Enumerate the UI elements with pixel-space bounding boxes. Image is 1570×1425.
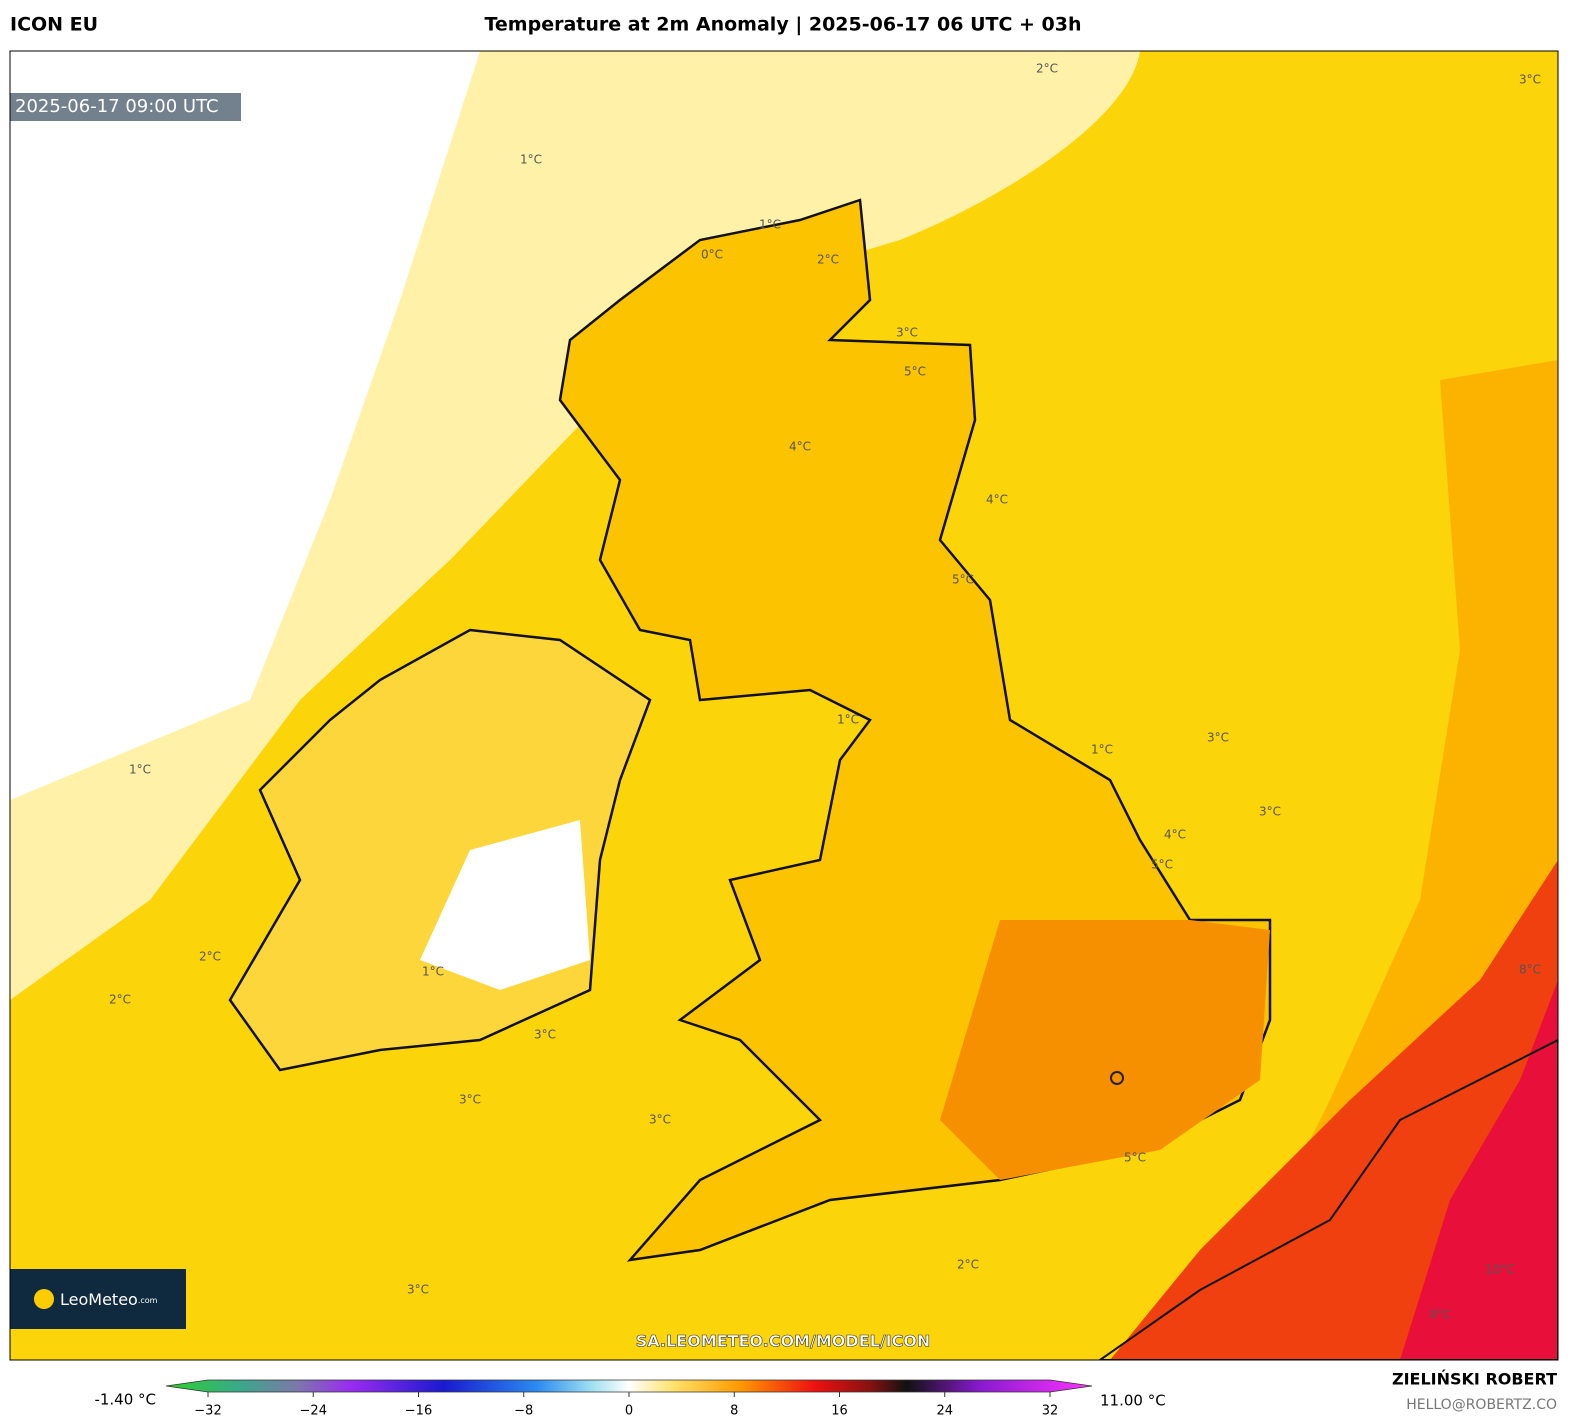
london xyxy=(1110,1071,1124,1085)
contour-label: 4°C xyxy=(789,440,811,454)
logo-name: LeoMeteo xyxy=(60,1290,138,1309)
colorbar-tick-label: 8 xyxy=(730,1404,738,1419)
colorbar-ramp xyxy=(165,1379,1093,1393)
email: HELLO@ROBERTZ.CO xyxy=(1406,1397,1557,1413)
map-title: Temperature at 2m Anomaly | 2025-06-17 0… xyxy=(484,14,1081,36)
contour-label: 1°C xyxy=(520,153,542,167)
contour-label: 2°C xyxy=(817,253,839,267)
contour-label: 8°C xyxy=(1519,963,1541,977)
contour-label: 2°C xyxy=(109,993,131,1007)
watermark: SA.LEOMETEO.COM/MODEL/ICON xyxy=(636,1332,931,1351)
author: ZIELIŃSKI ROBERT xyxy=(1392,1370,1557,1389)
logo-text: LeoMeteo.com xyxy=(60,1290,158,1309)
contour-label: 2°C xyxy=(199,950,221,964)
colorbar-tick-label: −24 xyxy=(300,1404,327,1419)
map: 2°C 3°C 1°C 1°C 0°C 2°C 3°C 5°C 4°C 4°C 5°C 1°C 1°C 3… xyxy=(10,51,1558,1360)
continent-coast xyxy=(1098,1038,1558,1360)
contour-label: 10°C xyxy=(1485,1263,1515,1277)
contour-label: 1°C xyxy=(422,965,444,979)
logo-sun xyxy=(34,1289,54,1309)
colorbar-tick-label: −8 xyxy=(514,1404,533,1419)
contour-label: 3°C xyxy=(649,1113,671,1127)
contour-label: 3°C xyxy=(1519,73,1541,87)
contour-label: 4°C xyxy=(986,493,1008,507)
contour-label: 1°C xyxy=(1091,743,1113,757)
contour-label: 2°C xyxy=(1036,62,1058,76)
contour-label: 5°C xyxy=(904,365,926,379)
colorbar-tick-label: 0 xyxy=(625,1404,633,1419)
contour-label: 3°C xyxy=(534,1028,556,1042)
colorbar-max: 11.00 °C xyxy=(1100,1392,1166,1410)
contour-label: 9°C xyxy=(1429,1308,1451,1322)
cool-land xyxy=(420,820,590,990)
warm-land xyxy=(940,920,1270,1180)
contour-label: 1°C xyxy=(129,763,151,777)
contour-label: 1°C xyxy=(837,713,859,727)
contour-label: 3°C xyxy=(1259,805,1281,819)
timestamp: 2025-06-17 09:00 UTC xyxy=(15,96,219,117)
neutral-area xyxy=(10,51,480,800)
timestamp-box xyxy=(10,93,241,121)
contour-label: 5°C xyxy=(1124,1151,1146,1165)
colorbar-tick-label: −16 xyxy=(405,1404,432,1419)
contour-label: 5°C xyxy=(952,573,974,587)
contour-label: 4°C xyxy=(1164,828,1186,842)
contour-label: 5°C xyxy=(1151,858,1173,872)
contour-labels: 2°C 3°C 1°C 1°C 0°C 2°C 3°C 5°C 4°C 4°C 5°C 1°C 1°C 3… xyxy=(109,62,1541,1322)
logo-suffix: .com xyxy=(138,1296,158,1305)
contour-label: 3°C xyxy=(1207,731,1229,745)
colorbar-min: -1.40 °C xyxy=(94,1391,156,1409)
colorbar-tick-label: 24 xyxy=(936,1404,953,1419)
contour-label: 0°C xyxy=(701,248,723,262)
colorbar-tick-label: −32 xyxy=(194,1404,221,1419)
contour-label: 3°C xyxy=(407,1283,429,1297)
contour-label: 1°C xyxy=(759,218,781,232)
contour-label: 2°C xyxy=(957,1258,979,1272)
colorbar: −32 −24 −16 −8 0 8 16 24 32 xyxy=(165,1379,1093,1419)
hottest-area xyxy=(1400,980,1558,1360)
colorbar-tick-label: 16 xyxy=(831,1404,848,1419)
contour-label: 3°C xyxy=(896,326,918,340)
colorbar-tick-label: 32 xyxy=(1042,1404,1059,1419)
model-name: ICON EU xyxy=(10,14,98,36)
contour-label: 3°C xyxy=(459,1093,481,1107)
map-frame xyxy=(9,50,1559,1361)
